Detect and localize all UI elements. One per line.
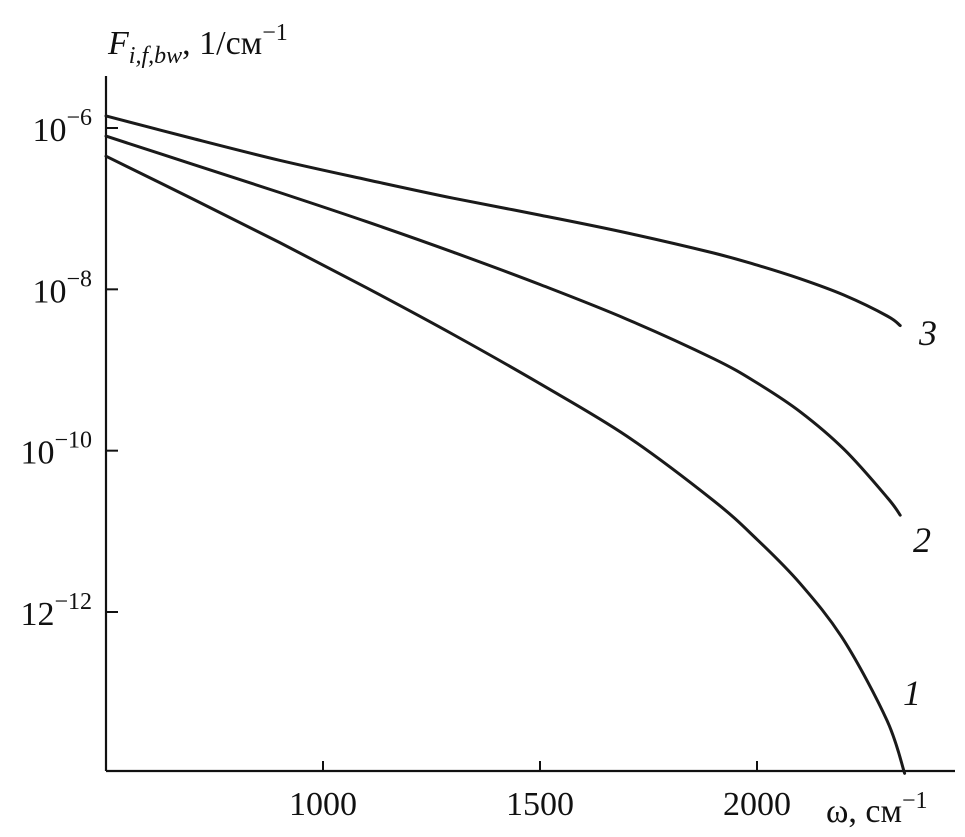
x-axis-title: ω, см−1: [826, 788, 928, 830]
series-line-1: [104, 154, 907, 775]
y-tick-label: 10−8: [32, 266, 92, 310]
series-line-2: [104, 134, 902, 517]
series-label-2: 2: [913, 520, 931, 560]
curves-layer: 1 2 3: [104, 114, 937, 775]
y-tick-label: 10−6: [32, 105, 92, 149]
y-tick-label: 10−10: [20, 428, 92, 472]
x-tick-label-1500: 1500: [506, 786, 574, 823]
ticks-layer: 1000 1500 2000 10−6 10−8 10−10 12−12: [20, 105, 791, 823]
series-label-1: 1: [903, 673, 921, 713]
x-tick-label-2000: 2000: [723, 786, 791, 823]
series-label-3: 3: [918, 313, 937, 353]
y-axis-title: Fi,f,bw, 1/см−1: [107, 20, 288, 69]
y-tick-label: 12−12: [20, 589, 92, 633]
x-tick-label-1000: 1000: [289, 786, 357, 823]
series-line-3: [104, 114, 902, 328]
